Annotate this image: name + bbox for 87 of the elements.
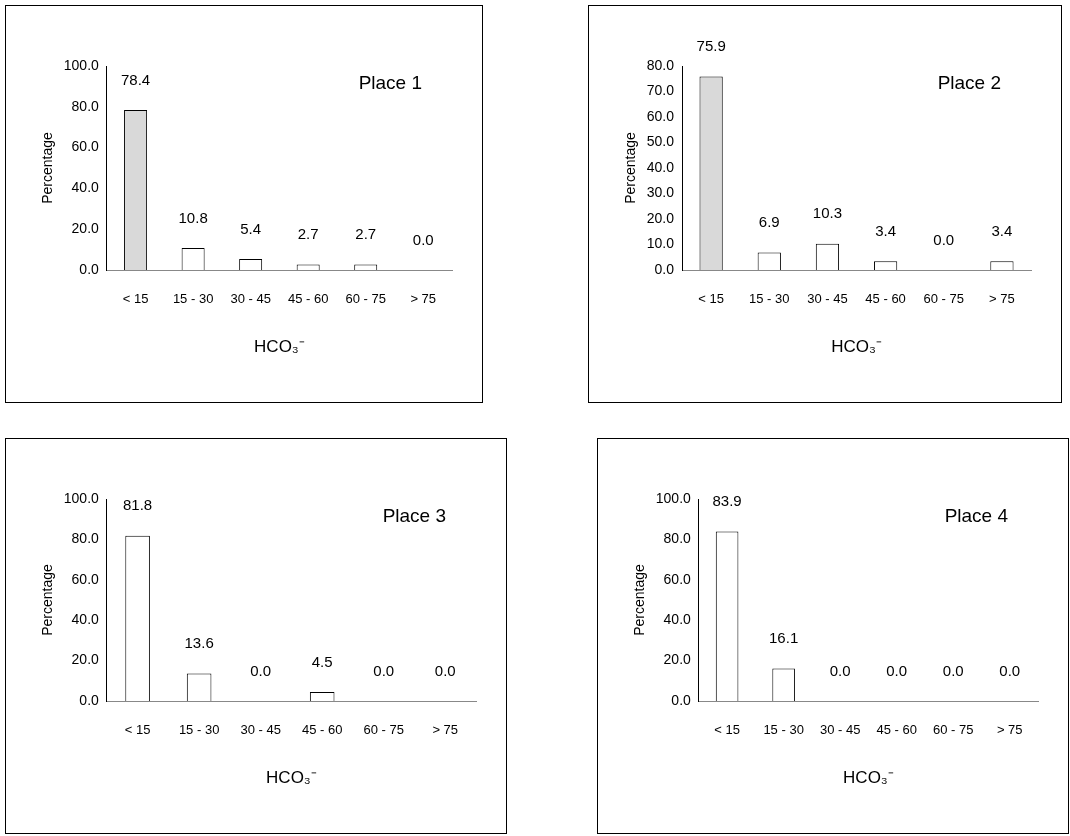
x-axis-title: HCO₃⁻ bbox=[843, 768, 894, 788]
y-tick-label: 40.0 bbox=[646, 158, 675, 175]
y-tick-label: 20.0 bbox=[71, 220, 100, 237]
x-tick-label: 30 - 45 bbox=[819, 722, 861, 738]
y-tick-label: 80.0 bbox=[71, 97, 100, 114]
y-tick-label: 70.0 bbox=[646, 82, 675, 99]
x-tick-label: 60 - 75 bbox=[363, 722, 404, 738]
y-tick-label: 60.0 bbox=[646, 107, 675, 124]
y-axis-title: Percentage bbox=[39, 131, 56, 204]
data-label: 2.7 bbox=[297, 225, 319, 243]
data-label: 2.7 bbox=[355, 225, 377, 243]
data-label: 0.0 bbox=[412, 230, 434, 248]
y-tick-label: 100.0 bbox=[63, 489, 100, 506]
data-label: 4.5 bbox=[311, 652, 333, 670]
data-label: 13.6 bbox=[184, 634, 214, 652]
data-label: 83.9 bbox=[712, 492, 742, 510]
chart-title: Place 3 bbox=[382, 504, 446, 526]
y-tick-label: 20.0 bbox=[646, 209, 675, 226]
data-label: 10.8 bbox=[178, 208, 208, 226]
y-tick-label: 10.0 bbox=[646, 235, 675, 252]
y-axis-title: Percentage bbox=[622, 131, 639, 204]
y-tick-label: 100.0 bbox=[63, 56, 100, 73]
y-tick-label: 50.0 bbox=[646, 133, 675, 150]
data-label: 0.0 bbox=[999, 661, 1021, 679]
x-tick-label: 45 - 60 bbox=[301, 722, 343, 738]
x-tick-label: < 15 bbox=[124, 722, 151, 738]
x-tick-label: > 75 bbox=[996, 722, 1023, 738]
y-tick-label: 80.0 bbox=[71, 530, 100, 547]
data-label: 0.0 bbox=[933, 230, 955, 248]
x-tick-label: > 75 bbox=[989, 291, 1015, 307]
x-tick-label: 30 - 45 bbox=[807, 291, 848, 307]
y-tick-label: 20.0 bbox=[71, 651, 100, 668]
y-axis-title: Percentage bbox=[39, 563, 56, 636]
data-label: 6.9 bbox=[758, 213, 780, 231]
y-tick-label: 40.0 bbox=[663, 611, 692, 628]
data-label: 0.0 bbox=[942, 661, 964, 679]
y-tick-label: 80.0 bbox=[663, 530, 692, 547]
x-tick-label: > 75 bbox=[432, 722, 459, 738]
x-tick-label: 45 - 60 bbox=[876, 722, 917, 738]
y-tick-label: 60.0 bbox=[71, 570, 100, 587]
x-tick-label: 60 - 75 bbox=[923, 291, 964, 307]
x-tick-label: < 15 bbox=[698, 291, 724, 307]
data-label: 75.9 bbox=[696, 37, 726, 55]
data-label: 0.0 bbox=[373, 661, 395, 679]
x-tick-label: 60 - 75 bbox=[345, 291, 386, 307]
data-label: 3.4 bbox=[875, 221, 897, 239]
y-tick-label: 20.0 bbox=[663, 651, 692, 668]
x-tick-label: 15 - 30 bbox=[178, 722, 220, 738]
y-axis-title: Percentage bbox=[631, 563, 648, 636]
y-tick-label: 0.0 bbox=[671, 691, 692, 708]
x-tick-label: 30 - 45 bbox=[240, 722, 281, 738]
y-tick-label: 30.0 bbox=[646, 184, 675, 201]
x-axis-title: HCO₃⁻ bbox=[254, 337, 305, 357]
y-tick-label: 0.0 bbox=[79, 260, 100, 277]
x-tick-label: 15 - 30 bbox=[763, 722, 804, 738]
x-tick-label: 15 - 30 bbox=[172, 291, 214, 307]
data-label: 78.4 bbox=[121, 70, 151, 88]
x-tick-label: > 75 bbox=[410, 291, 437, 307]
y-tick-label: 100.0 bbox=[655, 489, 692, 506]
x-tick-label: < 15 bbox=[122, 291, 149, 307]
data-label: 0.0 bbox=[829, 661, 851, 679]
y-tick-label: 0.0 bbox=[79, 691, 100, 708]
data-label: 81.8 bbox=[123, 496, 153, 514]
data-label: 0.0 bbox=[434, 661, 456, 679]
y-tick-label: 80.0 bbox=[646, 56, 675, 73]
data-label: 5.4 bbox=[240, 219, 262, 237]
y-tick-label: 40.0 bbox=[71, 611, 100, 628]
x-axis-title: HCO₃⁻ bbox=[266, 768, 317, 788]
x-tick-label: 45 - 60 bbox=[287, 291, 329, 307]
x-tick-label: 30 - 45 bbox=[230, 291, 271, 307]
y-tick-label: 60.0 bbox=[663, 570, 692, 587]
x-axis-title: HCO₃⁻ bbox=[831, 337, 882, 357]
x-tick-label: 60 - 75 bbox=[932, 722, 974, 738]
x-tick-label: 45 - 60 bbox=[865, 291, 906, 307]
data-label: 0.0 bbox=[886, 661, 908, 679]
data-label: 3.4 bbox=[991, 221, 1013, 239]
data-label: 10.3 bbox=[812, 204, 843, 222]
data-label: 16.1 bbox=[769, 629, 799, 647]
chart-title: Place 4 bbox=[944, 504, 1009, 526]
data-label: 0.0 bbox=[250, 661, 272, 679]
x-tick-label: < 15 bbox=[714, 722, 740, 738]
chart-title: Place 1 bbox=[358, 71, 422, 93]
chart-title: Place 2 bbox=[937, 71, 1001, 93]
x-tick-label: 15 - 30 bbox=[749, 291, 790, 307]
y-tick-label: 40.0 bbox=[71, 179, 100, 196]
y-tick-label: 0.0 bbox=[654, 260, 675, 277]
y-tick-label: 60.0 bbox=[71, 138, 100, 155]
